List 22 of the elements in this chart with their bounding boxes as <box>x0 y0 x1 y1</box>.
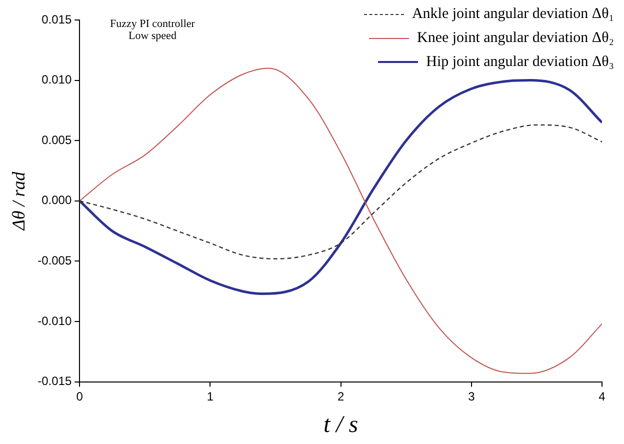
x-tick-label: 1 <box>206 389 214 404</box>
y-tick-label: -0.015 <box>38 374 72 388</box>
y-tick-label: -0.010 <box>38 314 72 328</box>
line-series <box>80 124 602 260</box>
x-tick-label: 0 <box>76 389 84 404</box>
legend-label: Knee joint angular deviation Δθ₂ <box>416 29 614 48</box>
x-tick-label: 3 <box>468 389 476 404</box>
annotation: Low speed <box>127 30 178 42</box>
y-tick-label: 0.015 <box>42 12 72 26</box>
y-tick-label: 0.005 <box>42 132 72 147</box>
y-tick-label: -0.005 <box>38 254 72 268</box>
y-tick-label: 0.010 <box>42 72 72 87</box>
y-axis-title: Δθ / rad <box>8 170 29 232</box>
annotation: Fuzzy PI controller <box>110 18 195 30</box>
line-series <box>80 79 602 296</box>
x-axis-title: t / s <box>323 412 358 438</box>
y-tick-label: 0.000 <box>42 193 72 208</box>
x-tick-label: 4 <box>598 389 606 404</box>
line-series <box>80 68 602 374</box>
legend-label: Hip joint angular deviation Δθ₃ <box>426 53 614 72</box>
legend-label: Ankle joint angular deviation Δθ₁ <box>412 5 614 24</box>
x-tick-label: 2 <box>337 389 344 404</box>
